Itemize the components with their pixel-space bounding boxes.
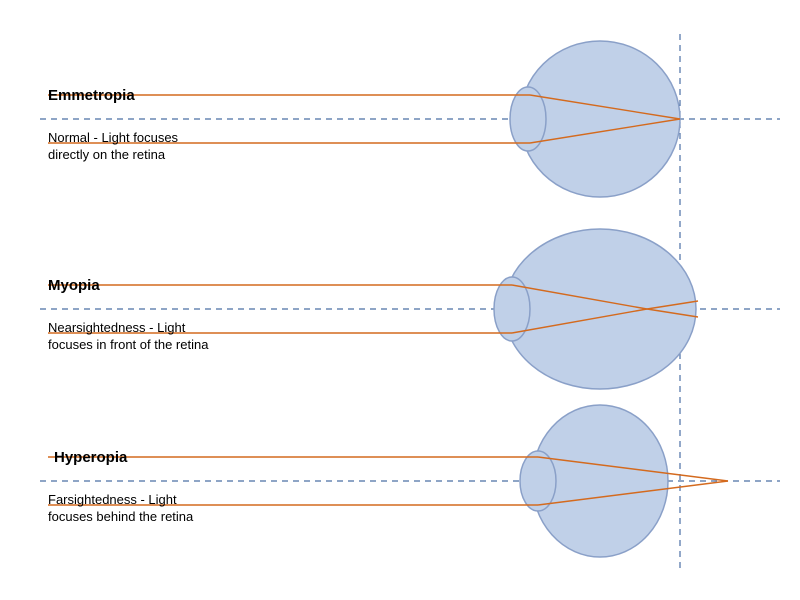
eye-body-myopia xyxy=(504,229,696,389)
cornea-hyperopia xyxy=(520,451,556,511)
desc-line2-hyperopia: focuses behind the retina xyxy=(48,509,194,524)
desc-line2-myopia: focuses in front of the retina xyxy=(48,337,209,352)
desc-line1-hyperopia: Farsightedness - Light xyxy=(48,492,177,507)
desc-line1-emmetropia: Normal - Light focuses xyxy=(48,130,179,145)
title-myopia: Myopia xyxy=(48,277,100,294)
desc-line1-myopia: Nearsightedness - Light xyxy=(48,320,186,335)
desc-line2-emmetropia: directly on the retina xyxy=(48,147,166,162)
title-hyperopia: Hyperopia xyxy=(54,449,128,466)
title-emmetropia: Emmetropia xyxy=(48,87,135,104)
